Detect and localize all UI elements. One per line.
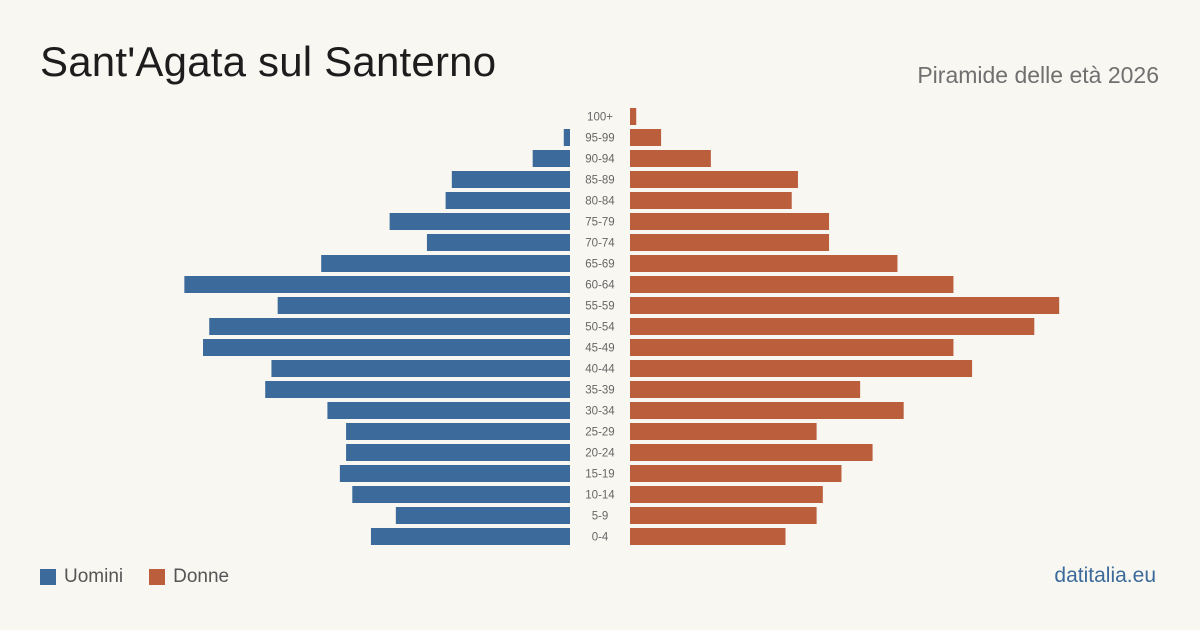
page-subtitle: Piramide delle età 2026 [917,62,1159,88]
bar-women-40-44 [630,360,973,377]
legend-swatch-women [149,569,166,585]
bar-men-70-74 [426,234,570,251]
bar-men-35-39 [265,381,570,398]
bar-women-100+ [630,108,637,125]
bar-women-80-84 [630,192,792,209]
legend-label-men: Uomini [64,566,124,587]
age-label-65-69: 65-69 [585,259,614,271]
bar-women-0-4 [630,528,786,545]
age-label-20-24: 20-24 [585,448,615,460]
bar-men-60-64 [184,276,571,293]
bar-women-90-94 [630,150,711,167]
age-label-50-54: 50-54 [585,322,615,334]
bar-women-65-69 [630,255,898,272]
bar-men-95-99 [563,129,570,146]
bar-men-75-79 [389,213,570,230]
age-label-60-64: 60-64 [585,280,615,292]
bar-women-5-9 [630,507,817,524]
legend-item-women: Donne [149,566,229,588]
bar-women-60-64 [630,276,954,293]
bar-men-45-49 [203,339,570,356]
bar-women-50-54 [630,318,1035,335]
bar-men-25-29 [346,423,570,440]
age-label-70-74: 70-74 [585,238,615,250]
age-label-100+: 100+ [587,112,613,124]
age-label-5-9: 5-9 [592,511,609,523]
legend-swatch-men [40,569,56,585]
age-label-0-4: 0-4 [592,532,609,544]
bar-women-95-99 [630,129,662,146]
bar-men-0-4 [370,528,570,545]
bar-women-55-59 [630,297,1060,314]
bar-women-75-79 [630,213,830,230]
bar-men-80-84 [445,192,570,209]
bar-women-35-39 [630,381,861,398]
page-title: Sant'Agata sul Santerno [40,38,497,85]
bar-women-20-24 [630,444,873,461]
age-label-90-94: 90-94 [585,154,615,166]
age-label-15-19: 15-19 [585,469,614,481]
bar-men-55-59 [277,297,570,314]
bar-women-30-34 [630,402,904,419]
bar-men-90-94 [532,150,570,167]
age-label-80-84: 80-84 [585,196,615,208]
legend-label-women: Donne [173,566,230,587]
bar-men-5-9 [395,507,570,524]
bar-men-10-14 [352,486,570,503]
bar-women-10-14 [630,486,823,503]
bar-men-20-24 [346,444,570,461]
bar-men-40-44 [271,360,570,377]
age-label-45-49: 45-49 [585,343,614,355]
age-label-75-79: 75-79 [585,217,614,229]
bar-women-45-49 [630,339,954,356]
bar-women-85-89 [630,171,798,188]
age-label-35-39: 35-39 [585,385,614,397]
bar-women-15-19 [630,465,842,482]
bar-men-85-89 [451,171,570,188]
age-label-40-44: 40-44 [585,364,615,376]
bar-women-70-74 [630,234,830,251]
age-label-25-29: 25-29 [585,427,614,439]
chart-legend: Uomini Donne [40,566,255,588]
age-label-85-89: 85-89 [585,175,614,187]
brand-link[interactable]: datitalia.eu [1054,564,1156,587]
bar-women-25-29 [630,423,817,440]
age-label-30-34: 30-34 [585,406,615,418]
bar-men-65-69 [321,255,570,272]
age-label-55-59: 55-59 [585,301,614,313]
bar-men-15-19 [339,465,570,482]
bar-men-30-34 [327,402,570,419]
legend-item-men: Uomini [40,566,123,588]
age-label-95-99: 95-99 [585,133,614,145]
age-label-10-14: 10-14 [585,490,615,502]
bar-men-50-54 [209,318,571,335]
